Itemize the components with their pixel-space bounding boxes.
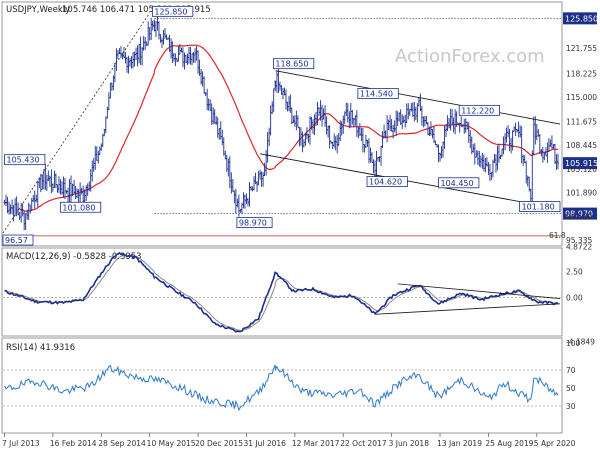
price-annotation-label: 125.850 [154, 7, 187, 16]
macd-axis-tick-label: 0.00 [566, 294, 583, 303]
price-axis-tick-label: 115.000 [566, 93, 597, 102]
rsi-line [4, 364, 559, 412]
price-annotation-label: 114.540 [360, 90, 393, 99]
price-annotation-label: 98.970 [239, 219, 267, 228]
rsi-axis-tick-label: 70 [566, 366, 576, 375]
price-annotation-box [366, 176, 408, 187]
price-axis-tick-label: 108.445 [566, 141, 597, 150]
price-annotation-box [2, 234, 34, 246]
price-annotation-label: 101.080 [62, 203, 95, 212]
price-annotation-box [357, 88, 399, 99]
price-annotation-label: 104.450 [441, 179, 474, 188]
macd-upper-trendline [397, 283, 561, 299]
channel-upper-line [275, 70, 561, 125]
fib-label: 61.8 [549, 231, 566, 240]
price-annotation: 96.57 [2, 234, 34, 246]
chart-header-ohlc: 105.746 106.471 105.301 105.915 [62, 5, 211, 15]
price-annotation-box [458, 104, 500, 116]
rsi-axis-tick-label: 30 [566, 402, 576, 411]
macd-axis-tick-label: -4.1849 [566, 337, 595, 346]
price-annotation-box [438, 177, 480, 189]
rising-dotted-line [2, 12, 151, 234]
level-tag-box [563, 12, 597, 25]
price-annotation: 101.080 [59, 201, 102, 213]
price-annotation: 105.430 [4, 154, 46, 166]
price-annotation-label: 104.620 [369, 178, 402, 187]
x-axis-tick-label: 31 Jul 2016 [243, 439, 286, 448]
x-axis-tick-label: 7 Jul 2013 [2, 439, 40, 448]
level-tag-box [563, 207, 597, 220]
price-annotation-box [236, 217, 273, 228]
price-annotation: 118.650 [273, 58, 315, 70]
price-axis-tick-label: 98.560 [566, 213, 592, 222]
price-bar [556, 153, 559, 170]
price-annotation-box [152, 5, 194, 17]
macd-layer [3, 251, 562, 333]
x-axis-tick-label: 13 Jan 2019 [437, 439, 482, 448]
price-axis-tick-label: 118.225 [566, 70, 597, 79]
x-axis-tick-label: 20 Dec 2015 [195, 439, 243, 448]
x-axis-tick-label: 3 Jun 2018 [389, 439, 430, 448]
price-panel-frame [1, 1, 563, 247]
price-annotation-label: 96.57 [5, 236, 28, 245]
channel-lower-line [259, 153, 561, 210]
chart-header-symbol: USDJPY,Weekly [6, 5, 70, 15]
watermark-text: ActionForex.com [395, 46, 545, 67]
price-annotation-box [519, 201, 561, 212]
price-axis-tick-label: 105.120 [566, 165, 597, 174]
price-annotation: 104.450 [438, 177, 480, 189]
x-axis-tick-label: 25 Aug 2019 [485, 439, 533, 448]
level-line-tag: 98.970 [563, 207, 597, 220]
level-tag-label: 98.970 [565, 210, 593, 219]
rsi-panel-frame [1, 337, 563, 434]
x-axis-tick-label: 12 Mar 2017 [292, 439, 340, 448]
price-layer: 125.850 98.970 61.8 125.850 118.650 114.540 11… [2, 5, 598, 246]
price-axis-tick-label: 95.335 [566, 236, 592, 245]
price-annotation: 112.220 [458, 104, 500, 116]
price-annotation-label: 101.180 [522, 203, 555, 212]
price-annotation-box [273, 58, 315, 70]
price-axis-tick-label: 121.755 [566, 44, 597, 53]
price-annotation-label: 118.650 [275, 60, 308, 69]
price-annotation-box [59, 201, 102, 213]
axis-layer: 121.755 118.225 115.000 111.675 108.445 105.1… [2, 44, 597, 448]
rsi-layer [3, 364, 562, 412]
price-annotation: 98.970 [236, 217, 273, 228]
moving-average-line [19, 44, 559, 212]
price-axis-tick-label: 101.890 [566, 188, 597, 197]
price-annotation-label: 112.220 [461, 106, 494, 115]
macd-line [4, 251, 559, 333]
last-price-label: 105.915 [565, 159, 598, 168]
rsi-axis-tick-label: 50 [566, 384, 576, 393]
x-axis-tick-label: 10 May 2015 [147, 439, 196, 448]
price-annotation: 101.180 [519, 201, 561, 212]
price-annotation-box [4, 154, 46, 166]
x-axis-tick-label: 16 Feb 2014 [50, 439, 97, 448]
price-annotation-label: 105.430 [7, 156, 40, 165]
last-price-tag: 105.915 [563, 157, 598, 170]
last-price-box [563, 157, 597, 170]
x-axis-tick-label: 5 Apr 2020 [534, 439, 576, 448]
rsi-title: RSI(14) 41.9316 [6, 343, 75, 353]
macd-axis-tick-label: 4.8722 [566, 242, 592, 251]
price-annotation: 125.850 [152, 5, 194, 17]
x-axis-tick-label: 22 Oct 2017 [340, 439, 387, 448]
level-line-tag: 125.850 [563, 12, 598, 25]
macd-axis-tick-label: 2.50 [566, 267, 583, 276]
rsi-axis-tick-label: 100 [566, 339, 581, 348]
level-tag-label: 125.850 [565, 14, 598, 23]
macd-lower-trendline [374, 303, 561, 315]
price-axis-tick-label: 111.675 [566, 117, 597, 126]
x-axis-tick-label: 28 Sep 2014 [98, 439, 146, 448]
macd-title: MACD(12,26,9) -0.5828 -0.3953 [6, 252, 142, 262]
price-annotation: 104.620 [366, 176, 408, 187]
macd-panel-frame [1, 247, 563, 337]
price-annotation: 114.540 [357, 88, 399, 99]
